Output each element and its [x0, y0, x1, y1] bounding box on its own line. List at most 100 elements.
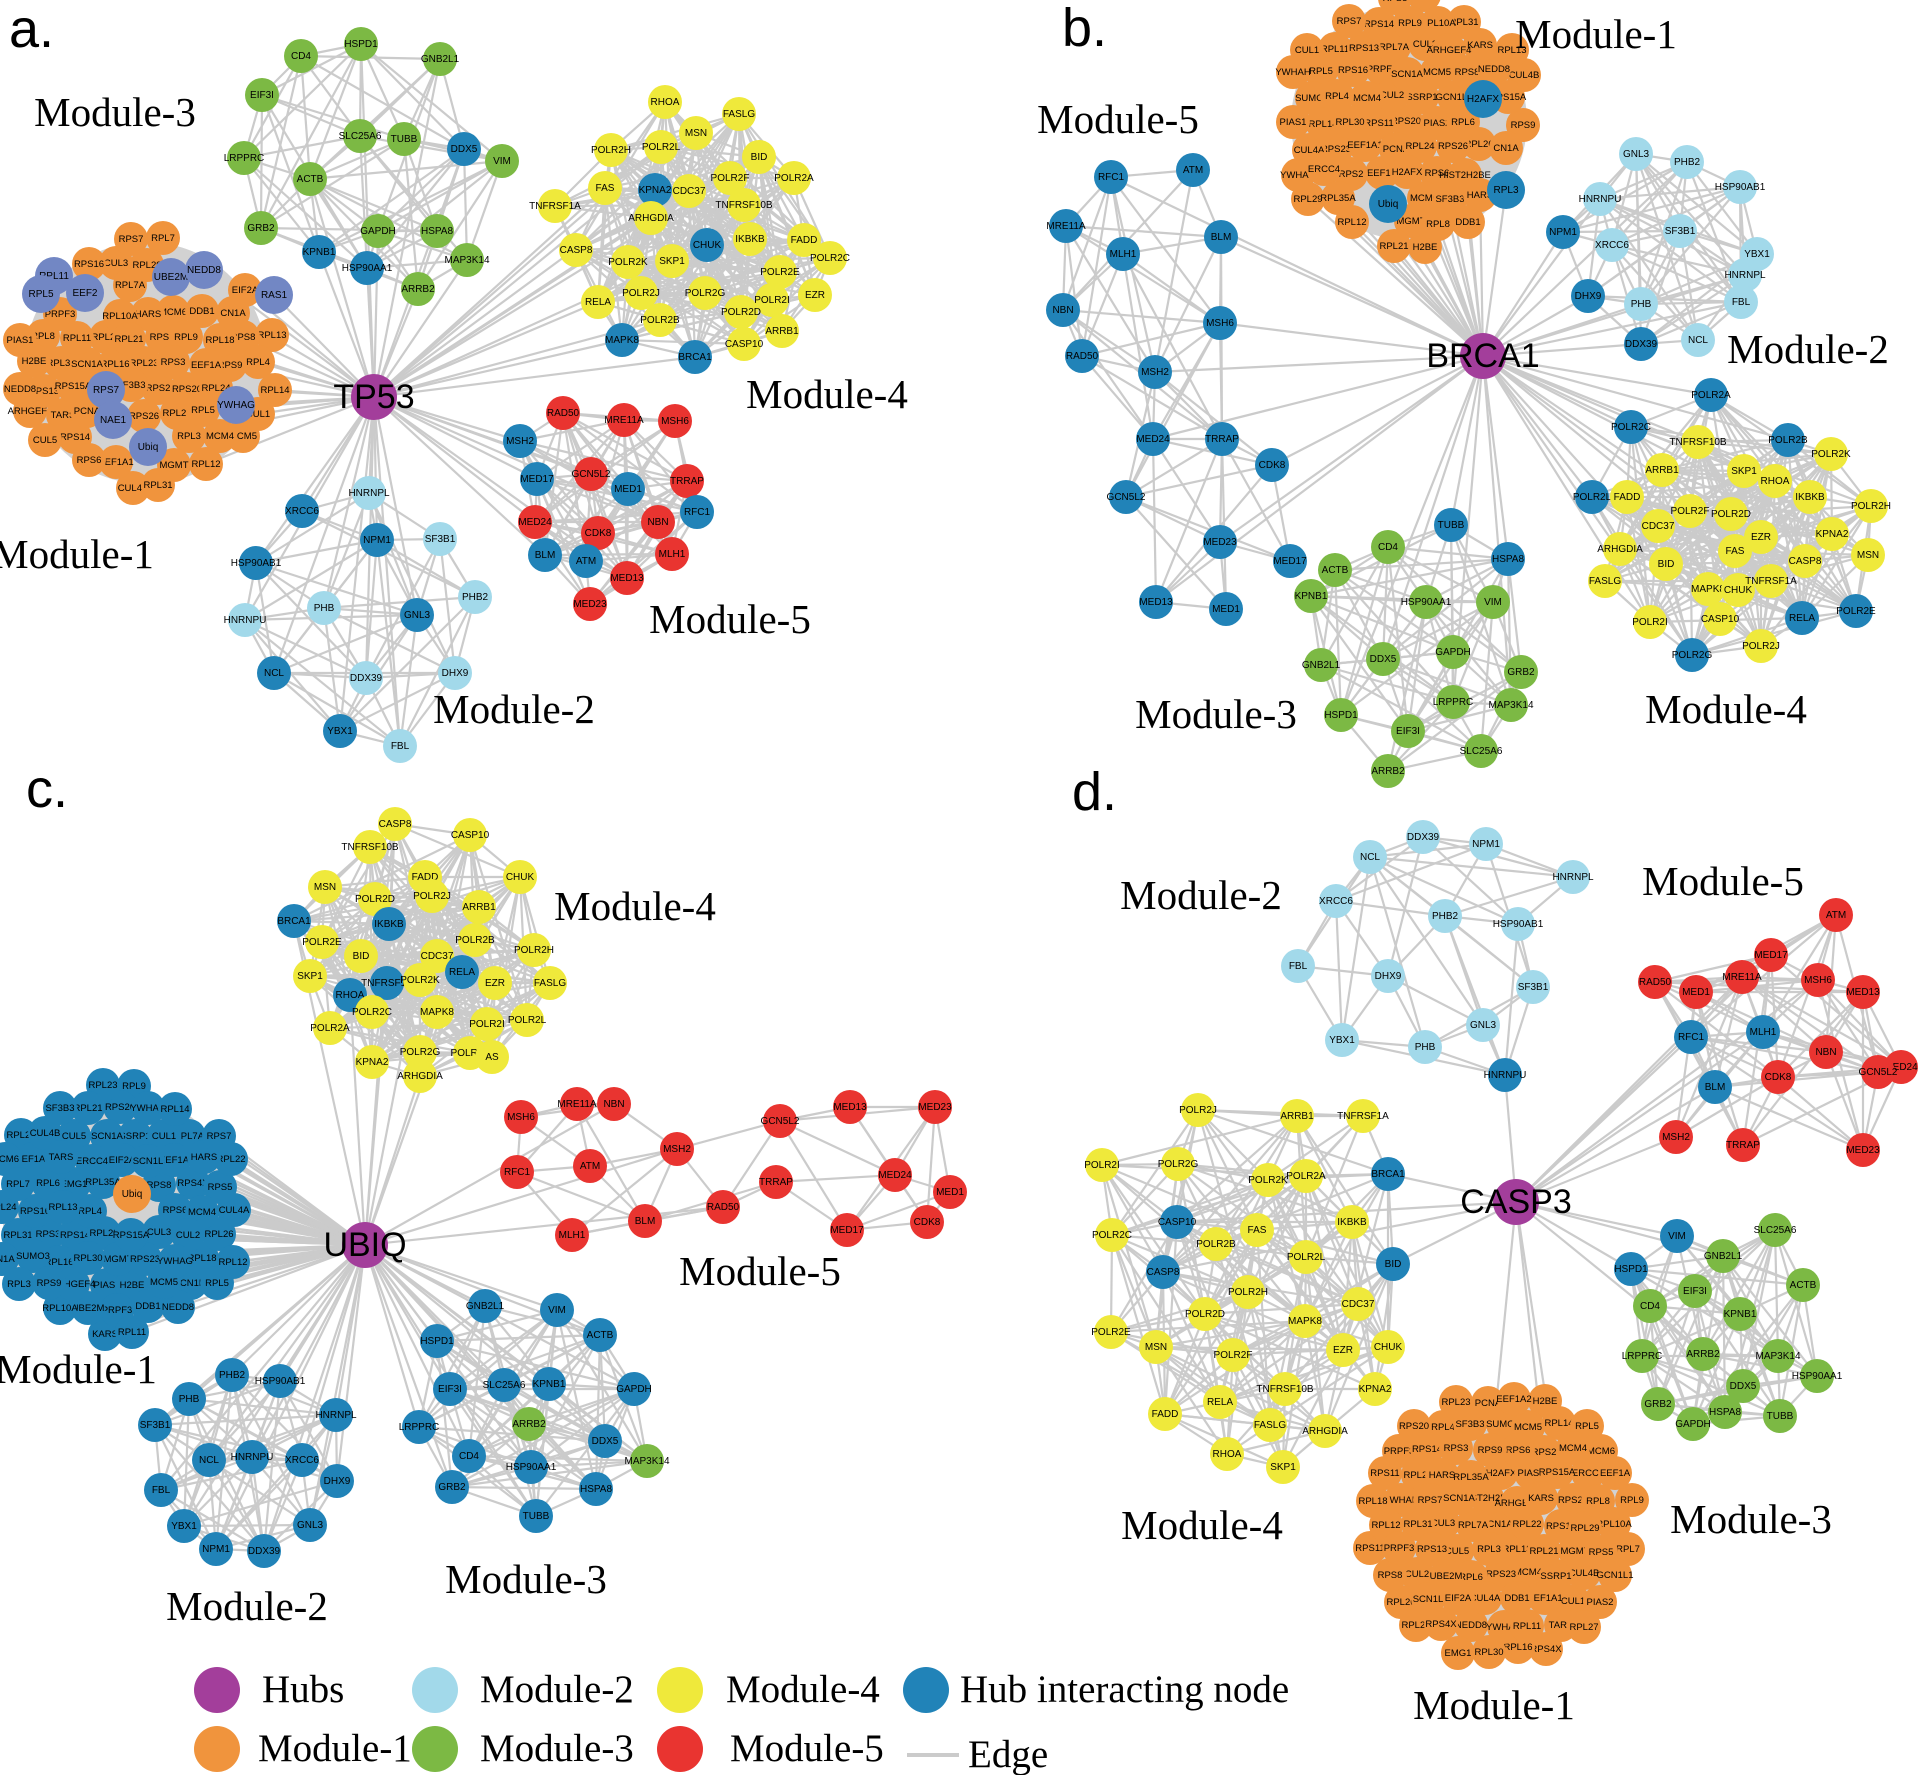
svg-text:RPS26: RPS26: [105, 1102, 135, 1113]
svg-text:RPL10A: RPL10A: [102, 311, 138, 322]
svg-text:RPL7: RPL7: [151, 233, 175, 244]
svg-text:RELA: RELA: [449, 967, 475, 978]
svg-text:FASLG: FASLG: [1589, 576, 1621, 587]
svg-text:RPL29: RPL29: [89, 1228, 118, 1239]
svg-text:FBL: FBL: [391, 741, 410, 752]
svg-text:HSP90AA1: HSP90AA1: [1792, 1371, 1843, 1382]
svg-text:CD4: CD4: [1640, 1301, 1660, 1312]
svg-text:MSH2: MSH2: [506, 436, 534, 447]
svg-text:MSN: MSN: [1145, 1342, 1167, 1353]
svg-text:MAP3K14: MAP3K14: [444, 255, 489, 266]
svg-text:EEF1A1: EEF1A1: [1527, 1593, 1562, 1604]
svg-text:c.: c.: [26, 759, 68, 819]
svg-text:DHX9: DHX9: [442, 668, 469, 679]
svg-text:PHB: PHB: [314, 603, 335, 614]
svg-text:POLR2E: POLR2E: [302, 937, 342, 948]
svg-text:HSPA8: HSPA8: [580, 1484, 612, 1495]
svg-text:RPL9: RPL9: [174, 332, 198, 343]
svg-text:MED13: MED13: [833, 1102, 867, 1113]
svg-text:ATM: ATM: [1183, 165, 1203, 176]
svg-text:RPL3: RPL3: [7, 1279, 31, 1290]
svg-text:PRPF3: PRPF3: [102, 1305, 133, 1316]
svg-text:KPNA2: KPNA2: [639, 185, 672, 196]
svg-text:RPL4: RPL4: [78, 1206, 102, 1217]
svg-text:MED13: MED13: [610, 573, 644, 584]
svg-text:NCL: NCL: [199, 1455, 219, 1466]
svg-text:RPL12: RPL12: [218, 1257, 247, 1268]
svg-text:SCN1A: SCN1A: [1443, 1493, 1475, 1504]
svg-text:RPS7: RPS7: [1418, 1495, 1443, 1506]
svg-text:POLR2C: POLR2C: [352, 1007, 392, 1018]
svg-text:EZR: EZR: [1751, 532, 1771, 543]
svg-text:ARHGDIA: ARHGDIA: [397, 1071, 443, 1082]
svg-text:PRPF3: PRPF3: [45, 309, 76, 320]
svg-text:PHB: PHB: [179, 1394, 200, 1405]
svg-text:Ubiq: Ubiq: [1378, 199, 1399, 210]
svg-text:RPL11: RPL11: [63, 333, 91, 344]
svg-text:MLH1: MLH1: [659, 549, 686, 560]
svg-text:a.: a.: [9, 0, 54, 59]
svg-text:RPL16: RPL16: [44, 1257, 73, 1268]
svg-text:EIF2A: EIF2A: [1445, 1593, 1472, 1604]
svg-text:Module-3: Module-3: [445, 1556, 607, 1602]
svg-text:TRRAP: TRRAP: [1726, 1140, 1760, 1151]
svg-text:H2BE: H2BE: [22, 356, 47, 367]
svg-text:FADD: FADD: [1152, 1409, 1179, 1420]
svg-text:Module-1: Module-1: [1413, 1682, 1575, 1728]
svg-text:RPS5: RPS5: [1589, 1547, 1614, 1558]
svg-text:ARHGEF4: ARHGEF4: [8, 406, 53, 417]
svg-text:HARS: HARS: [191, 1152, 217, 1163]
svg-text:DDX39: DDX39: [248, 1546, 281, 1557]
svg-text:CHUK: CHUK: [693, 240, 722, 251]
svg-text:CUL1: CUL1: [1561, 1596, 1585, 1607]
svg-text:POLR2G: POLR2G: [1672, 650, 1713, 661]
svg-text:RPL24: RPL24: [0, 1202, 17, 1213]
svg-text:RELA: RELA: [1789, 613, 1815, 624]
svg-text:RPL4: RPL4: [246, 357, 270, 368]
svg-text:DHX9: DHX9: [1375, 971, 1402, 982]
svg-text:EEF1A: EEF1A: [191, 360, 222, 371]
svg-text:RPL7A: RPL7A: [115, 280, 146, 291]
svg-text:TUBB: TUBB: [1767, 1411, 1794, 1422]
svg-text:Module-4: Module-4: [1645, 686, 1807, 732]
svg-text:MCM5: MCM5: [1423, 67, 1451, 78]
svg-text:PHB: PHB: [1631, 299, 1652, 310]
svg-text:Module-2: Module-2: [1120, 872, 1282, 918]
svg-text:RPL9: RPL9: [1398, 18, 1422, 29]
svg-text:IKBKB: IKBKB: [735, 234, 765, 245]
svg-text:MAPK8: MAPK8: [420, 1007, 454, 1018]
svg-text:RPL16: RPL16: [100, 359, 129, 370]
svg-text:RPL35A: RPL35A: [1453, 1472, 1489, 1483]
svg-text:MSN: MSN: [1857, 550, 1879, 561]
svg-text:RPL8: RPL8: [1426, 219, 1450, 230]
svg-text:DDX39: DDX39: [350, 673, 383, 684]
svg-text:CUL4B: CUL4B: [118, 483, 149, 494]
svg-text:RHOA: RHOA: [1761, 476, 1790, 487]
svg-text:TUBB: TUBB: [523, 1511, 550, 1522]
svg-text:TRRAP: TRRAP: [670, 476, 704, 487]
svg-text:PCNA: PCNA: [1383, 144, 1410, 155]
svg-text:POLR2G: POLR2G: [1158, 1159, 1199, 1170]
svg-text:HARS: HARS: [1429, 1470, 1455, 1481]
svg-text:CUL3: CUL3: [147, 1227, 171, 1238]
svg-text:DHX9: DHX9: [1575, 291, 1602, 302]
svg-text:RPL12: RPL12: [191, 459, 220, 470]
svg-text:YWHAH: YWHAH: [1383, 1495, 1419, 1506]
svg-text:POLR2J: POLR2J: [413, 891, 451, 902]
svg-text:UBE2M: UBE2M: [1430, 1571, 1463, 1582]
svg-text:MSH2: MSH2: [1662, 1132, 1690, 1143]
svg-text:BLM: BLM: [1211, 232, 1232, 243]
svg-text:DDX5: DDX5: [1730, 1381, 1757, 1392]
svg-text:GNB2L1: GNB2L1: [421, 54, 460, 65]
svg-text:UBE2M: UBE2M: [154, 272, 188, 283]
svg-text:GRB2: GRB2: [438, 1482, 466, 1493]
svg-text:IKBKB: IKBKB: [1795, 492, 1825, 503]
svg-text:EIF3I: EIF3I: [250, 90, 274, 101]
svg-text:SF3B1: SF3B1: [425, 534, 456, 545]
svg-text:ATM: ATM: [576, 556, 596, 567]
svg-text:RPL4: RPL4: [1431, 1422, 1455, 1433]
svg-text:RPS11: RPS11: [1370, 1468, 1399, 1479]
svg-text:CDC37: CDC37: [673, 186, 706, 197]
svg-text:Module-5: Module-5: [679, 1248, 841, 1294]
svg-text:RFC1: RFC1: [1678, 1032, 1705, 1043]
